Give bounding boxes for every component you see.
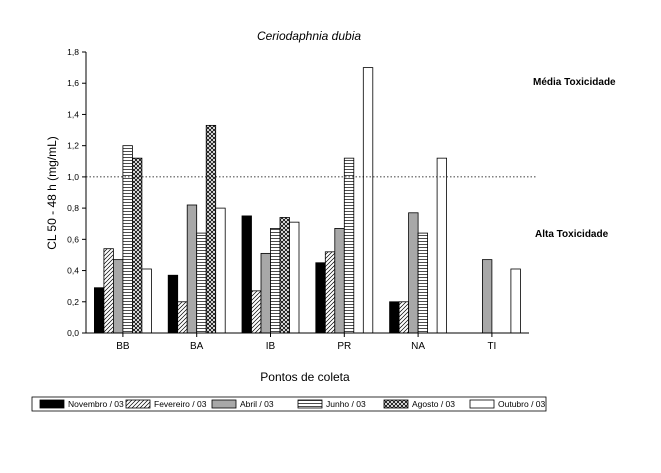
category-labels: BB BA IB PR NA TI — [116, 333, 496, 352]
bar — [436, 157, 448, 334]
bar — [260, 252, 271, 334]
bar — [343, 157, 355, 334]
bar — [205, 124, 217, 334]
legend: Novembro / 03 Fevereiro / 03 Abril / 03 Jun… — [31, 396, 547, 412]
bar — [241, 215, 252, 334]
bar — [141, 268, 152, 334]
y-tick-label: 0,6 — [67, 234, 79, 244]
legend-swatch — [39, 399, 65, 409]
bar — [270, 228, 281, 334]
legend-label: Novembro / 03 — [68, 399, 124, 409]
bar — [362, 67, 374, 334]
y-ticks: 0,0 0,2 0,4 0,6 0,8 1,0 1,2 1,4 1,6 1,8 — [67, 47, 86, 338]
bar — [315, 262, 326, 334]
bar — [177, 301, 188, 334]
legend-label: Fevereiro / 03 — [154, 399, 207, 409]
legend-swatch — [297, 399, 323, 409]
bar — [131, 157, 143, 334]
category-label: IB — [266, 341, 276, 352]
bar — [481, 259, 493, 334]
bar — [251, 290, 262, 334]
y-tick-label: 1,4 — [67, 109, 79, 119]
bar — [167, 274, 179, 334]
legend-label: Agosto / 03 — [412, 399, 455, 409]
y-tick-label: 1,8 — [67, 47, 79, 57]
legend-swatch — [211, 399, 237, 409]
bar — [215, 207, 226, 334]
y-tick-label: 0,4 — [67, 266, 79, 276]
legend-swatch — [383, 399, 409, 409]
bar — [398, 301, 410, 334]
category-label: TI — [487, 341, 496, 352]
chart-title: Ceriodaphnia dubia — [257, 29, 361, 43]
y-tick-label: 1,6 — [67, 78, 79, 88]
y-tick-label: 0,0 — [67, 328, 79, 338]
bar — [186, 204, 198, 334]
bar — [289, 221, 300, 334]
bar — [324, 251, 336, 334]
bar — [389, 301, 400, 334]
bar — [103, 248, 114, 334]
annotation-media-toxicidade: Média Toxicidade — [533, 77, 616, 88]
bar — [408, 212, 419, 334]
legend-label: Abril / 03 — [240, 399, 274, 409]
category-label: NA — [411, 341, 425, 352]
bar — [510, 268, 521, 334]
legend-label: Junho / 03 — [326, 399, 366, 409]
bar — [417, 232, 429, 334]
bar — [113, 259, 124, 334]
y-tick-label: 1,2 — [67, 141, 79, 151]
bar — [94, 287, 105, 334]
bar — [196, 232, 207, 334]
category-label: PR — [337, 341, 351, 352]
bar — [122, 145, 133, 334]
y-tick-label: 0,2 — [67, 297, 79, 307]
bar — [334, 228, 345, 334]
legend-swatch — [125, 399, 151, 409]
y-tick-label: 1,0 — [67, 172, 79, 182]
bars — [94, 67, 521, 334]
y-tick-label: 0,8 — [67, 203, 79, 213]
x-axis-label: Pontos de coleta — [260, 370, 350, 384]
category-label: BB — [116, 341, 130, 352]
legend-label: Outubro / 03 — [498, 399, 546, 409]
annotation-alta-toxicidade: Alta Toxicidade — [535, 229, 609, 240]
bar — [279, 217, 290, 334]
legend-box — [31, 396, 547, 412]
legend-swatch — [469, 399, 495, 409]
category-label: BA — [190, 341, 204, 352]
y-axis-label: CL 50 - 48 h (mg/mL) — [45, 136, 59, 250]
